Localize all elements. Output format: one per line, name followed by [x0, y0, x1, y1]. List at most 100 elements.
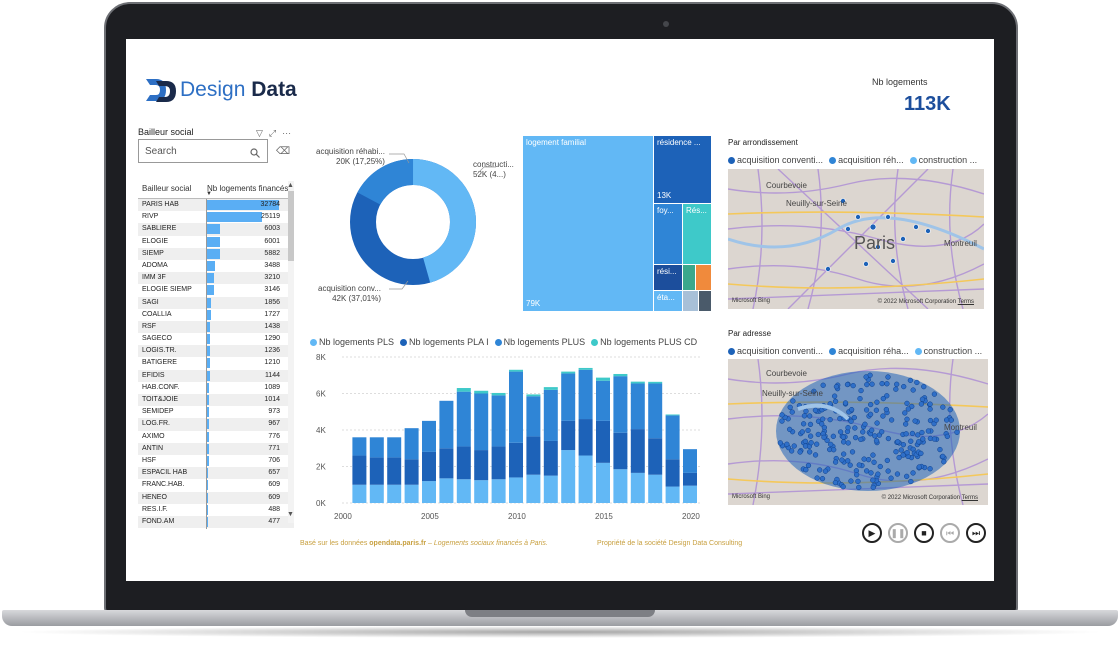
treemap-tile-residence[interactable]: résidence ... 13K [654, 136, 711, 203]
bar-segment[interactable] [596, 377, 610, 381]
bar-segment[interactable] [422, 420, 436, 452]
table-row[interactable]: IMM 3F 3210 [138, 272, 294, 285]
address-point[interactable] [791, 443, 797, 449]
address-point[interactable] [863, 407, 870, 413]
address-point[interactable] [848, 407, 855, 413]
table-row[interactable]: RSF 1438 [138, 320, 294, 334]
bar-segment[interactable] [665, 486, 680, 503]
bar-segment[interactable] [561, 420, 576, 451]
treemap-tile-logement-familial[interactable]: logement familial 79K [523, 136, 653, 311]
address-point[interactable] [848, 478, 854, 484]
bar-segment[interactable] [630, 429, 645, 473]
filter-icon[interactable]: ▽ [256, 128, 263, 138]
treemap-tile-small-2[interactable] [696, 265, 711, 290]
address-point[interactable] [851, 414, 857, 421]
address-point[interactable] [869, 381, 875, 387]
address-point[interactable] [868, 470, 874, 476]
table-row[interactable]: EFIDIS 1144 [138, 369, 294, 382]
table-row[interactable]: HENEO 609 [138, 491, 294, 504]
donut-segment-acquisition-rehab[interactable] [348, 157, 478, 287]
address-point[interactable] [908, 438, 914, 444]
table-row[interactable]: ELOGIE SIEMP 3146 [138, 284, 294, 296]
address-point[interactable] [912, 418, 918, 424]
table-row[interactable]: RIVP 25119 [138, 211, 294, 223]
bar-segment[interactable] [613, 373, 628, 377]
scroll-down-icon[interactable]: ▼ [287, 511, 294, 518]
address-point[interactable] [903, 431, 909, 437]
address-point[interactable] [921, 384, 927, 390]
address-point[interactable] [803, 467, 809, 473]
address-point[interactable] [845, 440, 851, 446]
address-point[interactable] [869, 427, 875, 433]
address-point[interactable] [852, 425, 858, 431]
address-point[interactable] [940, 404, 946, 410]
address-point[interactable] [779, 412, 785, 418]
address-point[interactable] [862, 421, 868, 427]
address-point[interactable] [927, 401, 933, 407]
address-point[interactable] [855, 478, 861, 485]
table-row[interactable]: TOIT&JOIE 1014 [138, 394, 294, 407]
address-point[interactable] [814, 475, 820, 481]
address-point[interactable] [915, 432, 921, 438]
bar-segment[interactable] [491, 479, 506, 503]
address-point[interactable] [916, 464, 922, 470]
pause-button[interactable]: ❚❚ [888, 523, 908, 543]
bar-segment[interactable] [613, 432, 628, 470]
address-point[interactable] [845, 425, 851, 431]
address-point[interactable] [787, 404, 793, 411]
address-point[interactable] [879, 429, 885, 435]
stop-button[interactable]: ■ [914, 523, 934, 543]
address-point[interactable] [908, 478, 914, 485]
address-point[interactable] [941, 459, 947, 465]
address-point[interactable] [801, 413, 808, 419]
bar-segment[interactable] [648, 438, 663, 475]
bar-segment[interactable] [665, 414, 680, 416]
address-point[interactable] [808, 440, 814, 446]
address-point[interactable] [802, 443, 809, 449]
address-point[interactable] [856, 484, 862, 491]
address-point[interactable] [884, 393, 890, 399]
address-point[interactable] [885, 374, 891, 380]
bar-segment[interactable] [543, 389, 558, 441]
bar-segment[interactable] [526, 436, 541, 475]
address-point[interactable] [870, 484, 876, 491]
address-point[interactable] [806, 413, 813, 419]
legend-item[interactable]: Nb logements PLUS [494, 337, 585, 347]
bar-segment[interactable] [352, 484, 367, 503]
legend-item[interactable]: acquisition réha... [829, 346, 909, 356]
bar-segment[interactable] [352, 437, 367, 456]
bar-segment[interactable] [596, 420, 610, 463]
bar-segment[interactable] [665, 459, 680, 487]
address-point[interactable] [840, 451, 847, 457]
map-address[interactable]: Courbevoie Neuilly-sur-Seine Montreuil M… [728, 359, 988, 505]
table-row[interactable]: AXIMO 776 [138, 431, 294, 443]
address-point[interactable] [803, 408, 809, 414]
address-point[interactable] [898, 447, 904, 453]
bar-segment[interactable] [509, 442, 523, 478]
treemap-tile-small-4[interactable] [699, 291, 711, 311]
address-point[interactable] [837, 415, 843, 422]
bar-segment[interactable] [422, 481, 436, 503]
address-point[interactable] [919, 396, 926, 402]
address-point[interactable] [779, 418, 785, 424]
address-point[interactable] [871, 459, 877, 465]
treemap-tile-foyer[interactable]: foy... [654, 204, 682, 264]
address-point[interactable] [814, 441, 820, 447]
bar-segment[interactable] [439, 448, 454, 479]
address-point[interactable] [907, 377, 914, 383]
bar-segment[interactable] [474, 450, 489, 481]
address-point[interactable] [904, 449, 910, 456]
bar-segment[interactable] [474, 480, 489, 503]
address-point[interactable] [865, 456, 872, 463]
search-input[interactable]: Search [138, 139, 268, 163]
previous-button[interactable]: ⏮ [940, 523, 960, 543]
bar-segment[interactable] [683, 472, 697, 486]
address-point[interactable] [847, 462, 853, 468]
table-row[interactable]: SAGI 1856 [138, 296, 294, 309]
bar-segment[interactable] [387, 457, 402, 485]
bar-segment[interactable] [474, 393, 489, 451]
address-point[interactable] [857, 395, 863, 402]
address-point[interactable] [840, 484, 846, 490]
address-point[interactable] [852, 434, 859, 441]
address-point[interactable] [905, 406, 911, 412]
